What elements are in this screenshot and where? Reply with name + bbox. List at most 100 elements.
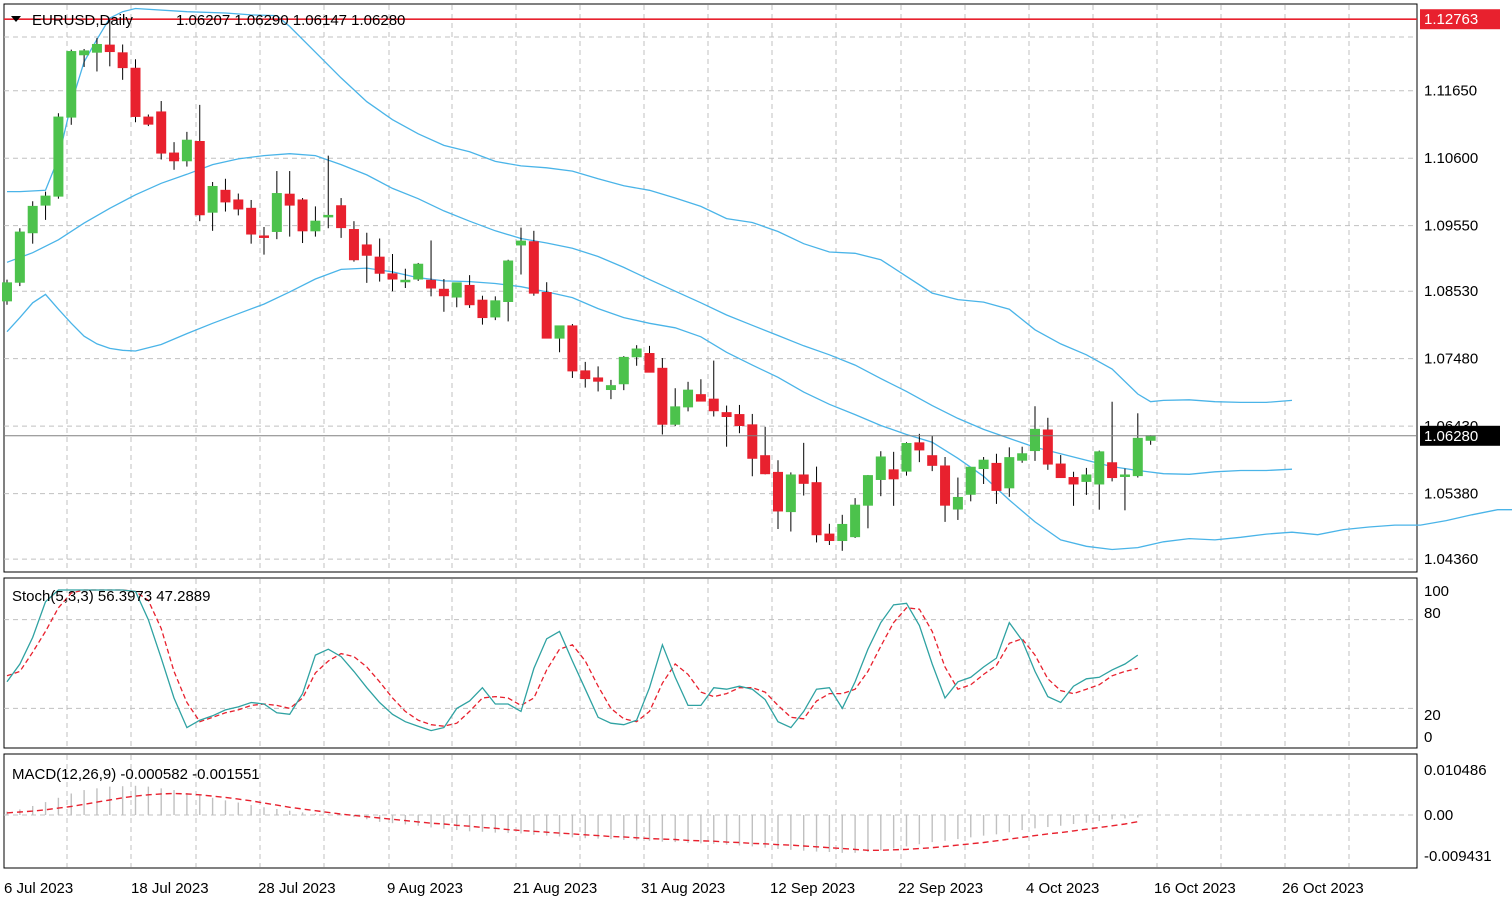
symbol-dropdown[interactable] [11,16,21,22]
candle-body [734,414,745,427]
candle-body [271,193,282,232]
candle-body [927,455,938,466]
candle [657,358,668,435]
candle [1017,446,1028,463]
candle-body [426,279,437,289]
candle-body [593,377,604,382]
macd-series [6,785,1139,853]
candle-body [516,240,526,246]
candle-body [683,389,694,408]
candle-body [580,370,591,380]
macd-axis-label: -0.009431 [1424,848,1492,865]
candle [194,104,205,222]
candle-body [169,152,180,162]
candle [695,379,706,402]
candle-body [850,504,861,538]
stoch-axis-label: 100 [1424,583,1449,600]
candle-body [117,52,128,69]
candle-body [259,235,269,238]
candle-body [1107,462,1118,479]
candle-body [747,424,758,459]
symbol-label: EURUSD,Daily [32,12,133,29]
candle-body [1119,474,1130,477]
candle-body [631,348,642,358]
candle-body [811,482,822,536]
candle-body [541,291,552,339]
candle-body [438,288,449,297]
candle-body [605,385,616,391]
candle-body [991,462,1002,491]
price-axis-label: 1.08530 [1424,283,1478,300]
stoch-panel-frame [3,577,1418,749]
candle [631,345,642,366]
candle-body [387,273,398,280]
price-axis-label: 1.10600 [1424,150,1478,167]
candle-body [53,116,64,197]
price-axis-label: 1.09550 [1424,218,1478,235]
candle-body [348,229,359,261]
stoch-signal-line [6,589,1138,727]
candle-body [1030,428,1040,452]
candle [323,155,334,229]
date-axis-label: 21 Aug 2023 [513,880,597,897]
candle [516,227,526,275]
candle-body [310,220,321,232]
candle [1004,447,1015,497]
price-axis-label: 1.04360 [1424,551,1478,568]
candle [901,442,912,476]
candle [490,296,501,321]
candle [413,262,424,281]
candle [400,268,411,288]
candle [1081,467,1092,495]
candle [1055,455,1066,479]
candle-body [798,474,809,484]
candle [541,282,552,339]
candle [747,413,758,477]
candle-body [297,199,308,232]
candle [554,325,565,353]
macd-panel-frame [3,753,1418,869]
candle [271,171,282,240]
candle [528,230,539,296]
candle [66,49,77,125]
candle [837,514,848,551]
candle [683,381,694,412]
candle-body [657,367,668,425]
candle-body [477,299,488,319]
candle [53,113,64,199]
candle [940,456,951,522]
candle [310,206,321,237]
candle [1119,468,1130,511]
candle [143,114,154,127]
candle-body [503,260,514,302]
macd-label: MACD(12,26,9) -0.000582 -0.001551 [12,766,260,783]
candle-body [528,241,539,294]
candle [336,198,347,238]
candle [464,275,475,308]
resistance-price-tag: 1.12763 [1420,9,1500,30]
candle-body [773,471,783,512]
candle-body [1081,474,1092,482]
candle [991,453,1002,504]
bollinger-upper-band [7,7,1293,404]
candle [1042,417,1053,470]
candle-body [618,356,629,385]
candle-body [1068,477,1079,485]
candle-body [785,474,796,513]
candle [233,193,244,216]
date-axis-label: 9 Aug 2023 [387,880,463,897]
candle [1030,406,1040,461]
candle [169,142,180,170]
price-tag-box [1420,9,1500,30]
candle [914,433,925,463]
candle-body [862,475,873,506]
stoch-axis-label: 20 [1424,707,1441,724]
stoch-axis-label: 80 [1424,605,1441,622]
date-axis-label: 26 Oct 2023 [1282,880,1364,897]
dropdown-triangle-icon[interactable] [11,16,21,22]
candle [862,474,873,529]
stoch-label: Stoch(5,3,3) 56.3973 47.2889 [12,588,211,605]
candle [297,198,308,244]
candle [978,456,989,484]
